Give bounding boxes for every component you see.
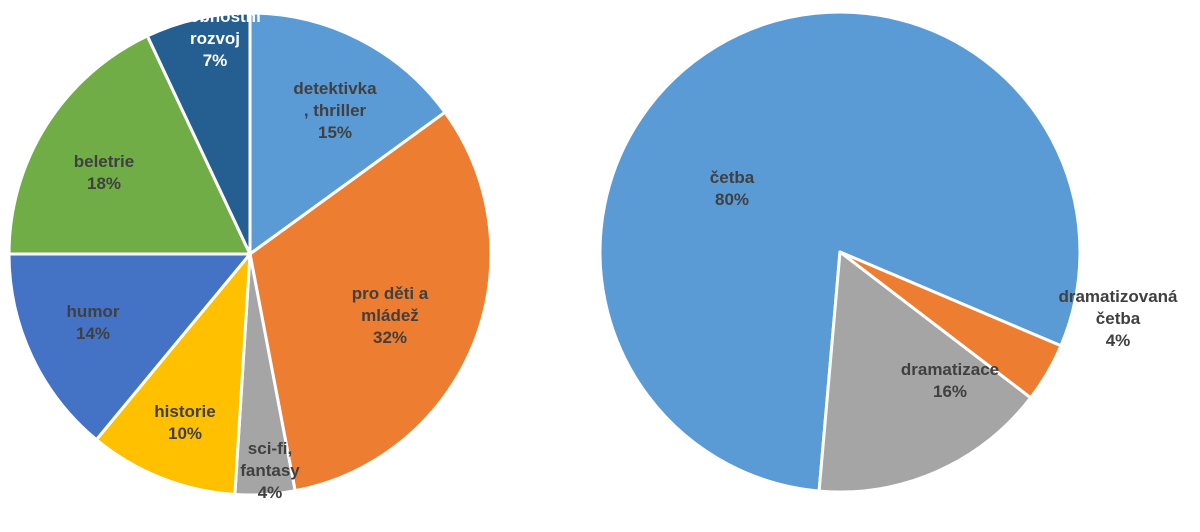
slice-category: beletrie <box>74 152 134 171</box>
slice-category: detektivka <box>293 79 377 98</box>
slice-label: sci-fi, fantasy 4% <box>240 439 300 502</box>
slice-percent: 4% <box>1106 331 1131 350</box>
pie-slice <box>248 11 447 256</box>
slice-label: detektivka , thriller 15% <box>293 79 377 142</box>
pie-slice <box>145 11 252 256</box>
slice-label: dramatizovaná četba 4% <box>1058 287 1178 350</box>
slice-percent: 32% <box>373 328 407 347</box>
slice-percent: 18% <box>87 174 121 193</box>
slice-category: fantasy <box>240 461 300 480</box>
slice-category: dramatizace <box>901 360 999 379</box>
slice-percent: 4% <box>258 483 283 502</box>
pie-slice <box>7 252 252 442</box>
slice-category: četba <box>1096 309 1141 328</box>
slice-label: pro děti a mládež 32% <box>352 284 429 347</box>
slice-category: historie <box>154 402 215 421</box>
slice-label: beletrie 18% <box>74 152 134 193</box>
slice-percent: 10% <box>168 424 202 443</box>
slice-category: rozvoj <box>190 29 240 48</box>
slice-category: dramatizovaná <box>1058 287 1178 306</box>
slice-category: pro děti a <box>352 284 429 303</box>
slice-label: dramatizace 16% <box>901 360 999 401</box>
slice-percent: 14% <box>76 324 110 343</box>
slice-category: mládež <box>361 306 419 325</box>
slice-label: osobnostní rozvoj 7% <box>169 7 262 70</box>
slice-category: četba <box>710 168 755 187</box>
slice-percent: 15% <box>318 123 352 142</box>
slice-label: humor 14% <box>67 302 120 343</box>
genre-pie-chart: detektivka , thriller 15% pro děti a mládež 3… <box>7 7 493 502</box>
format-pie-chart: četba 80% dramatizovaná četba 4% dramatizace 1… <box>598 10 1178 494</box>
pie-slice <box>248 110 493 493</box>
slice-percent: 16% <box>933 382 967 401</box>
slice-category: humor <box>67 302 120 321</box>
slice-category: , thriller <box>304 101 367 120</box>
slice-category: osobnostní <box>169 7 262 26</box>
slice-label: četba 80% <box>710 168 755 209</box>
pie-slice <box>817 250 1033 494</box>
slice-percent: 7% <box>203 51 228 70</box>
slice-percent: 80% <box>715 190 749 209</box>
pie-slice <box>94 252 252 497</box>
slice-category: sci-fi, <box>248 439 292 458</box>
slice-label: historie 10% <box>154 402 215 443</box>
pie-slice <box>7 34 252 256</box>
